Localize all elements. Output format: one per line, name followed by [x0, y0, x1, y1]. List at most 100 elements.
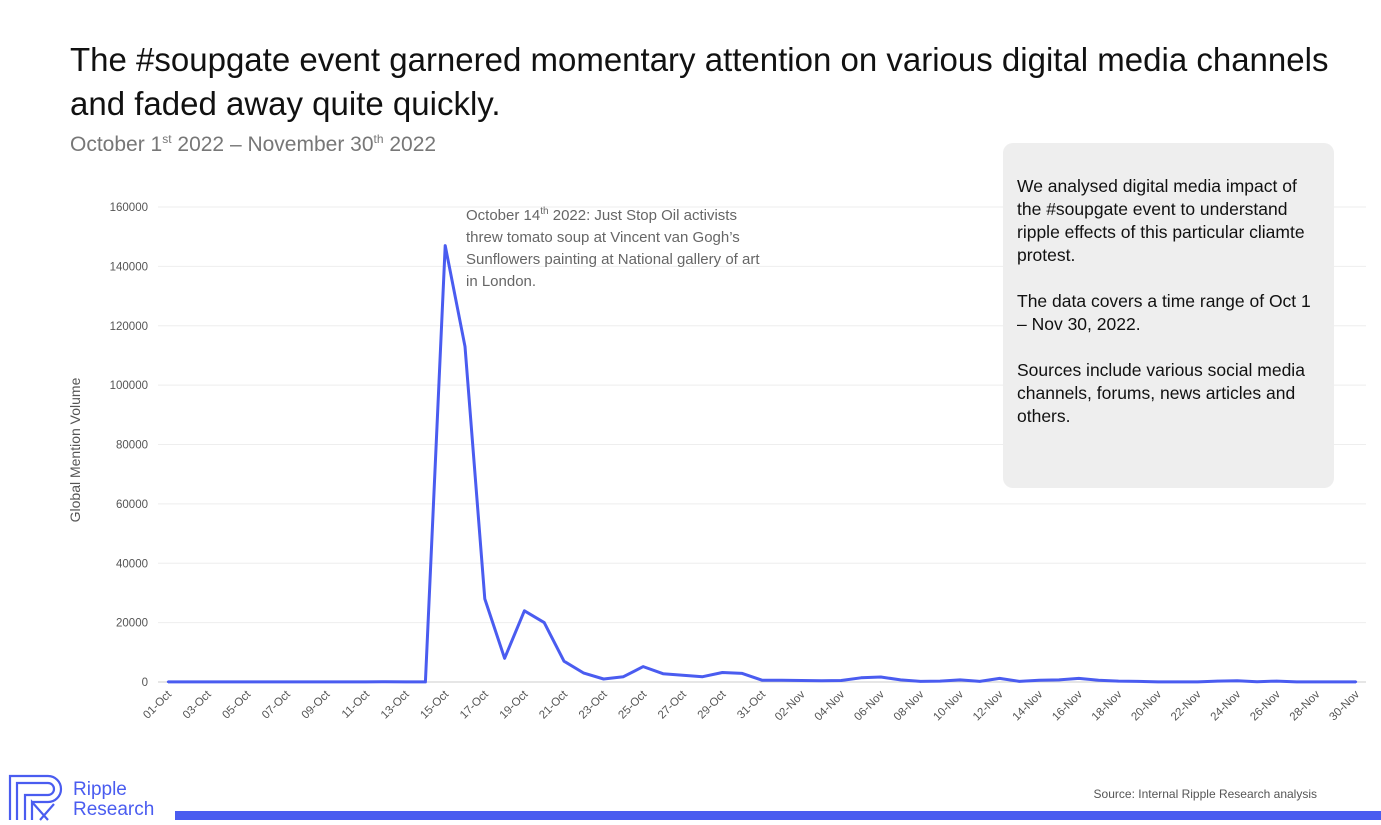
data-point — [1077, 677, 1081, 680]
x-tick-label: 30-Nov — [1327, 688, 1362, 723]
data-point — [1038, 679, 1041, 682]
data-point — [1216, 679, 1219, 683]
data-point — [919, 680, 922, 683]
x-tick-label: 16-Nov — [1050, 688, 1085, 723]
data-point — [840, 679, 843, 682]
y-tick-label: 100000 — [110, 380, 148, 392]
data-point — [780, 679, 783, 682]
data-point — [1018, 680, 1021, 683]
data-point — [859, 676, 863, 680]
data-point — [206, 680, 209, 684]
x-tick-label: 19-Oct — [498, 688, 531, 721]
y-tick-label: 160000 — [110, 202, 148, 214]
x-tick-label: 03-Oct — [181, 688, 214, 721]
brand-line-2: Research — [73, 799, 155, 820]
y-axis-label: Global Mention Volume — [67, 377, 83, 522]
data-point — [899, 678, 902, 682]
data-point — [1156, 680, 1160, 684]
data-point — [404, 680, 407, 684]
y-tick-label: 40000 — [116, 558, 148, 570]
data-point — [820, 679, 823, 683]
subtitle-middle: 2022 – November 30 — [171, 133, 374, 156]
data-point — [1315, 680, 1318, 684]
x-tick-label: 17-Oct — [458, 688, 491, 721]
x-tick-label: 09-Oct — [300, 688, 333, 721]
data-point — [444, 244, 447, 247]
x-tick-label: 29-Oct — [696, 688, 729, 721]
x-tick-label: 28-Nov — [1288, 688, 1323, 723]
data-point — [305, 680, 308, 684]
info-paragraph-2: The data covers a time range of Oct 1 – … — [1017, 291, 1311, 334]
brand-line-1: Ripple — [73, 779, 127, 800]
data-point — [1275, 679, 1279, 683]
data-point — [186, 680, 189, 684]
subtitle-ordinal-2: th — [373, 132, 384, 146]
data-point — [622, 675, 625, 678]
subtitle-start: October 1 — [70, 133, 163, 156]
x-tick-label: 26-Nov — [1248, 688, 1283, 723]
x-tick-label: 22-Nov — [1169, 688, 1204, 723]
x-tick-label: 10-Nov — [931, 688, 966, 723]
x-tick-label: 25-Oct — [616, 688, 649, 721]
data-point — [424, 680, 427, 684]
data-point — [1137, 680, 1140, 683]
info-paragraph-1: We analysed digital media impact of the … — [1017, 176, 1305, 265]
annotation-ordinal: th — [540, 206, 549, 217]
x-tick-label: 21-Oct — [537, 688, 570, 721]
page-title: The #soupgate event garnered momentary a… — [70, 41, 1329, 122]
x-tick-label: 04-Nov — [813, 688, 848, 723]
y-tick-label: 60000 — [116, 499, 148, 511]
x-tick-label: 15-Oct — [418, 688, 451, 721]
y-tick-label: 80000 — [116, 440, 148, 452]
data-point — [325, 680, 328, 684]
x-tick-label: 07-Oct — [260, 688, 293, 721]
data-point — [1255, 680, 1259, 683]
x-tick-label: 24-Nov — [1209, 688, 1244, 723]
y-tick-label: 140000 — [110, 261, 148, 273]
data-point — [364, 680, 368, 684]
data-point — [701, 675, 704, 678]
x-tick-label: 13-Oct — [379, 688, 412, 721]
x-axis-ticks: 01-Oct 03-Oct 05-Oct 07-Oct 09-Oct 11-Oct 13-O… — [141, 688, 1362, 723]
data-point — [582, 671, 585, 675]
info-paragraph-3: Sources include various social media cha… — [1017, 360, 1305, 426]
x-tick-label: 06-Nov — [852, 688, 887, 723]
footer-accent-bar — [175, 811, 1381, 820]
x-tick-label: 27-Oct — [656, 688, 689, 721]
data-point — [978, 680, 981, 683]
data-point — [681, 673, 684, 677]
brand-name: Ripple Research — [73, 780, 154, 820]
x-tick-label: 12-Nov — [971, 688, 1006, 723]
x-tick-label: 23-Oct — [577, 688, 610, 721]
x-tick-label: 02-Nov — [773, 688, 808, 723]
data-point — [800, 679, 803, 682]
x-tick-label: 18-Nov — [1090, 688, 1125, 723]
x-tick-label: 05-Oct — [220, 688, 253, 721]
source-note: Source: Internal Ripple Research analysi… — [1093, 787, 1317, 801]
data-point — [1097, 679, 1100, 682]
data-point — [1295, 680, 1298, 684]
x-tick-label: 20-Nov — [1129, 688, 1164, 723]
data-point — [958, 678, 962, 682]
data-point — [463, 345, 467, 348]
x-tick-label: 08-Nov — [892, 688, 927, 723]
annotation-start: October 14 — [466, 207, 541, 224]
data-point — [562, 660, 566, 663]
y-tick-label: 20000 — [116, 618, 148, 630]
x-tick-label: 31-Oct — [735, 688, 768, 721]
data-point — [602, 677, 605, 681]
ripple-logo-icon — [8, 774, 63, 821]
data-point — [1236, 679, 1239, 683]
series-points — [166, 244, 1358, 684]
data-point — [1117, 679, 1120, 683]
y-tick-label: 0 — [142, 677, 148, 689]
data-point — [483, 597, 486, 601]
data-point — [721, 671, 724, 674]
data-point — [642, 665, 645, 668]
data-point — [1354, 680, 1358, 684]
data-point — [1057, 678, 1061, 682]
y-axis-ticks: 0 20000 40000 60000 80000 100000 120000 140000 1… — [110, 202, 148, 689]
data-point — [345, 680, 348, 684]
data-point — [384, 680, 387, 683]
page-subtitle: October 1st 2022 – November 30th 2022 — [70, 132, 436, 157]
